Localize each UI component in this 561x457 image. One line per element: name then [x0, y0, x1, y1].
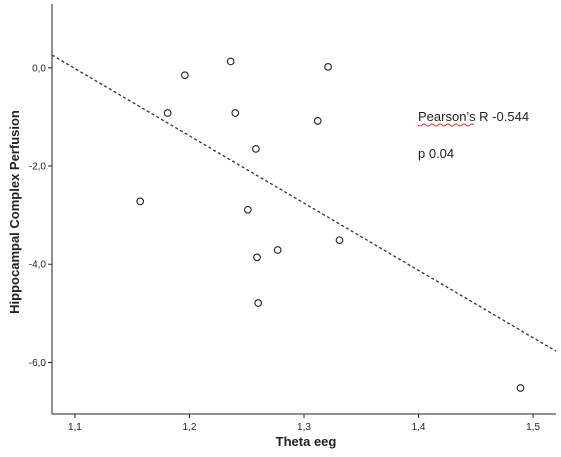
plot-frame [51, 4, 556, 415]
data-point [252, 145, 260, 153]
x-axis-title: Theta eeg [276, 434, 337, 449]
x-axis-ticks: 1,1 1,2 1,3 1,4 1,5 [68, 414, 540, 433]
data-point [231, 109, 240, 117]
data-point [324, 63, 332, 71]
p-value-annotation: p 0.04 [418, 146, 454, 161]
x-tick-label: 1,2 [183, 422, 197, 433]
y-axis-ticks: 0,0 -2,0 -4,0 -6,0 [29, 63, 52, 369]
data-point [253, 253, 261, 262]
data-point [254, 299, 263, 307]
regression-line [51, 54, 557, 352]
y-tick-label: 0,0 [32, 63, 46, 74]
data-point [335, 236, 344, 245]
data-point [181, 71, 189, 80]
data-point [163, 109, 172, 117]
x-tick-label: 1,1 [68, 422, 82, 433]
spellcheck-underline [417, 123, 475, 127]
y-tick-label: -2,0 [29, 162, 47, 173]
data-point [226, 57, 235, 66]
y-axis-title: Hippocampal Complex Perfusion [7, 110, 22, 314]
data-point [136, 197, 145, 206]
data-points [136, 57, 525, 392]
y-tick-label: -4,0 [29, 260, 47, 271]
data-point [244, 205, 252, 214]
data-point [273, 246, 282, 254]
x-tick-label: 1,3 [297, 422, 311, 433]
y-tick-label: -6,0 [29, 358, 47, 369]
pearson-annotation: Pearson’s R -0.544 [418, 109, 529, 124]
x-tick-label: 1,5 [526, 422, 540, 433]
data-point [313, 117, 322, 125]
x-tick-label: 1,4 [412, 422, 426, 433]
data-point [516, 384, 525, 392]
